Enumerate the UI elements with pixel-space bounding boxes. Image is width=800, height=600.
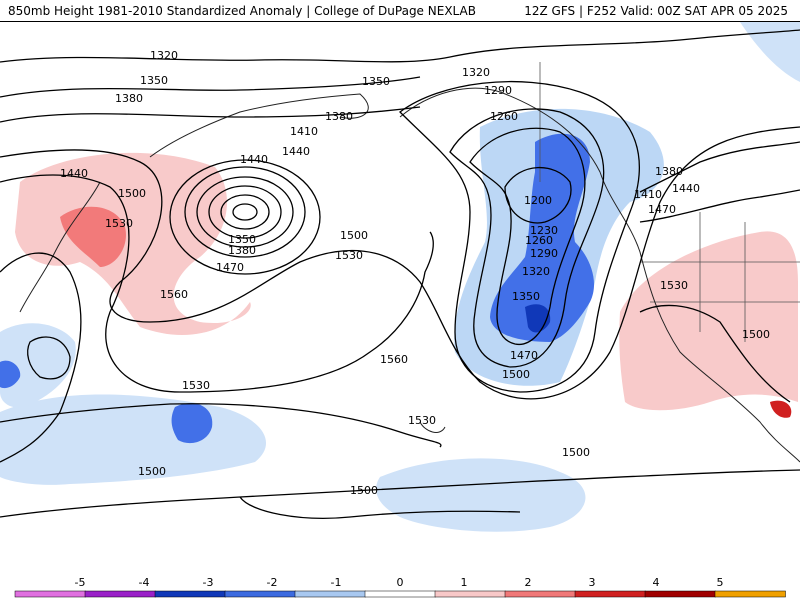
contour-label: 1500 (502, 368, 530, 381)
contour-label: 1320 (522, 265, 550, 278)
legend-tick-label: -4 (139, 576, 150, 589)
legend-tick-label: 2 (525, 576, 532, 589)
contour-label: 1200 (524, 194, 552, 207)
coastlines (19, 87, 800, 463)
contour-label: 1260 (525, 234, 553, 247)
contour-label: 1530 (182, 379, 210, 392)
contour-label: 1500 (138, 465, 166, 478)
contour-label: 1440 (60, 167, 88, 180)
anomaly-color-legend: -5 -4 -3 -2 -1 0 1 2 3 4 5 (0, 575, 800, 600)
contour-label: 1440 (240, 153, 268, 166)
contour-label: 1470 (648, 203, 676, 216)
legend-tick-label: -3 (203, 576, 214, 589)
contour-label: 1230 (530, 224, 558, 237)
legend-color-segment (574, 590, 646, 598)
contour-label: 1410 (634, 188, 662, 201)
legend-tick-label: 1 (461, 576, 468, 589)
legend-tick-label: 5 (717, 576, 724, 589)
contour-label: 1260 (490, 110, 518, 123)
contour-label: 1560 (160, 288, 188, 301)
contour-label: 1350 (140, 74, 168, 87)
contour-label: 1440 (282, 145, 310, 158)
contour-label: 1500 (562, 446, 590, 459)
contour-label: 1290 (530, 247, 558, 260)
contour-label: 1320 (150, 49, 178, 62)
contour-label: 1320 (462, 66, 490, 79)
contour-label: 1350 (362, 75, 390, 88)
legend-color-segment (504, 590, 576, 598)
legend-color-segment (644, 590, 716, 598)
contour-label: 1500 (350, 484, 378, 497)
anomaly-map: 1320 1350 1380 1440 1500 1530 1560 1440 … (0, 22, 800, 575)
contour-label: 1500 (340, 229, 368, 242)
contour-label: 1530 (335, 249, 363, 262)
contour-label: 1380 (325, 110, 353, 123)
legend-color-segment (14, 590, 86, 598)
legend-color-segment (84, 590, 156, 598)
legend-tick-label: -2 (267, 576, 278, 589)
contour-label: 1530 (660, 279, 688, 292)
anomaly-shading (0, 22, 800, 532)
contour-label: 1500 (118, 187, 146, 200)
contour-label: 1500 (742, 328, 770, 341)
contour-label: 1350 (512, 290, 540, 303)
contour-label: 1410 (290, 125, 318, 138)
legend-tick-label: 4 (653, 576, 660, 589)
legend-tick-label: 0 (397, 576, 404, 589)
map-header: 850mb Height 1981-2010 Standardized Anom… (0, 0, 800, 22)
height-contours (0, 29, 800, 519)
legend-color-bar (14, 590, 786, 598)
contour-label: 1380 (115, 92, 143, 105)
contour-label: 1530 (408, 414, 436, 427)
contour-label: 1560 (380, 353, 408, 366)
contour-labels: 1320 1350 1380 1440 1500 1530 1560 1440 … (60, 49, 770, 497)
contour-label: 1380 (228, 244, 256, 257)
contour-label: 1440 (672, 182, 700, 195)
contour-label: 1470 (216, 261, 244, 274)
legend-color-segment (224, 590, 296, 598)
legend-color-segment (154, 590, 226, 598)
legend-color-segment (714, 590, 786, 598)
model-run-info: 12Z GFS | F252 Valid: 00Z SAT APR 05 202… (524, 4, 788, 18)
legend-tick-label: -5 (75, 576, 86, 589)
contour-label: 1380 (655, 165, 683, 178)
contour-label: 1470 (510, 349, 538, 362)
legend-tick-label: -1 (331, 576, 342, 589)
legend-ticks: -5 -4 -3 -2 -1 0 1 2 3 4 5 (75, 576, 724, 589)
contour-label: 1530 (105, 217, 133, 230)
map-title: 850mb Height 1981-2010 Standardized Anom… (8, 4, 476, 18)
legend-tick-label: 3 (589, 576, 596, 589)
legend-color-segment (434, 590, 506, 598)
legend-color-segment (364, 590, 436, 598)
legend-color-segment (294, 590, 366, 598)
contour-label: 1350 (228, 233, 256, 246)
contour-label: 1290 (484, 84, 512, 97)
